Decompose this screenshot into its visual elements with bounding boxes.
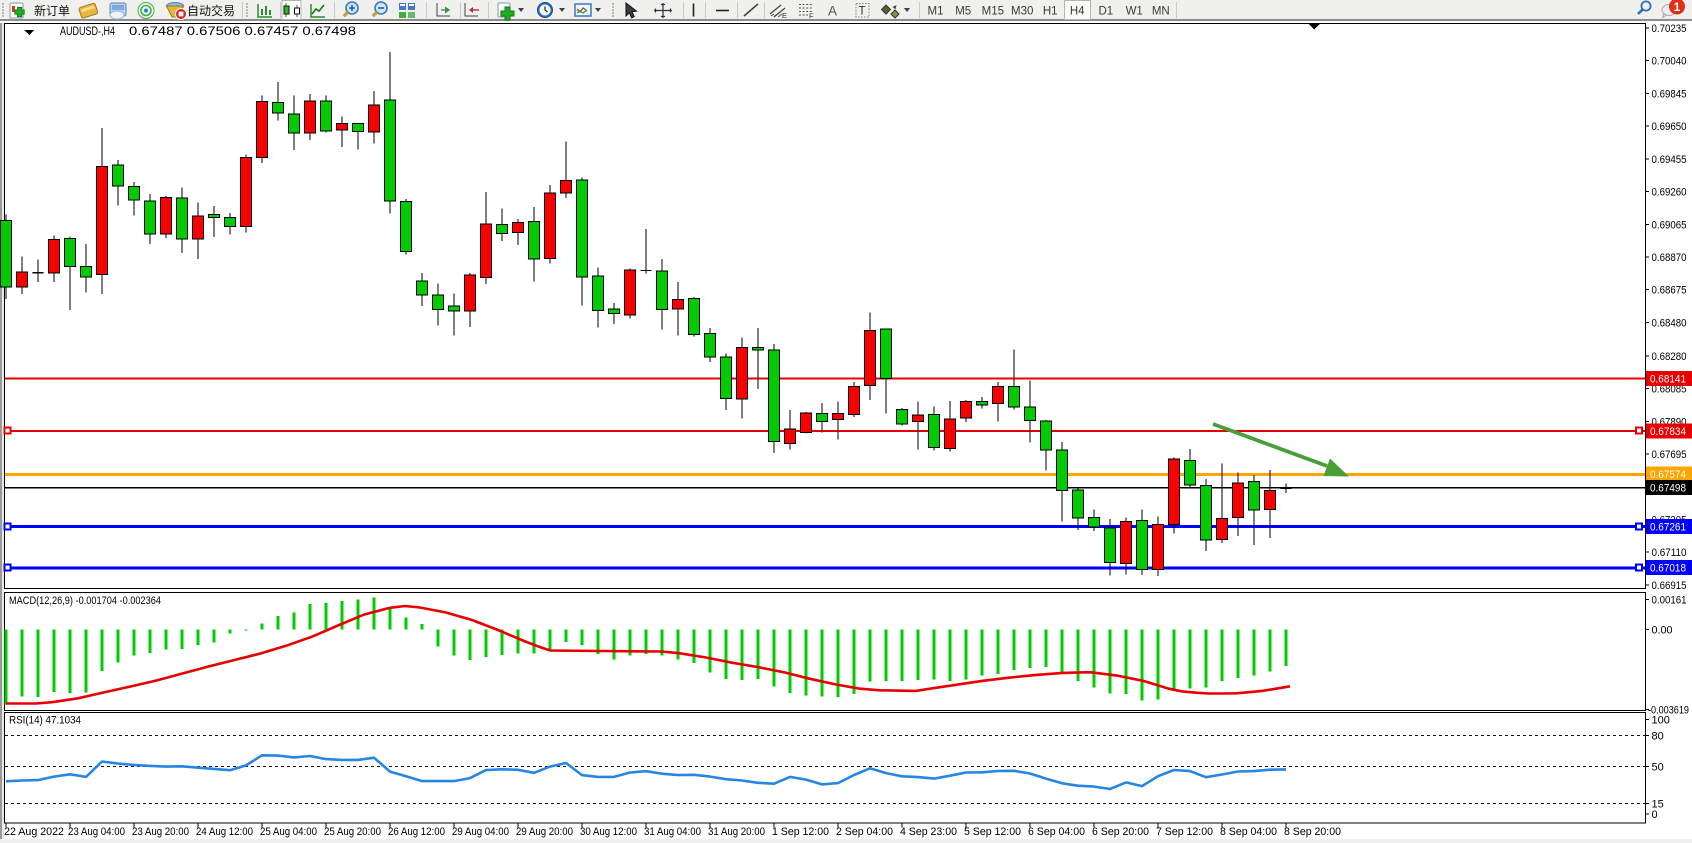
svg-text:A: A: [828, 4, 837, 19]
svg-text:5 Sep 12:00: 5 Sep 12:00: [964, 826, 1021, 838]
svg-text:D1: D1: [1098, 6, 1113, 18]
svg-text:-0.003619: -0.003619: [1648, 705, 1689, 717]
svg-text:M5: M5: [955, 6, 971, 18]
svg-text:0.00: 0.00: [1652, 625, 1673, 637]
svg-text:RSI(14) 47.1034: RSI(14) 47.1034: [9, 715, 81, 727]
svg-text:0.69455: 0.69455: [1652, 154, 1687, 166]
svg-text:24 Aug 12:00: 24 Aug 12:00: [196, 826, 253, 838]
svg-text:25 Aug 20:00: 25 Aug 20:00: [324, 826, 381, 838]
svg-text:T: T: [859, 6, 866, 18]
svg-text:15: 15: [1652, 798, 1664, 810]
svg-text:0.69845: 0.69845: [1652, 88, 1687, 100]
svg-text:7 Sep 12:00: 7 Sep 12:00: [1156, 826, 1213, 838]
svg-text:M1: M1: [928, 6, 944, 18]
svg-text:23 Aug 04:00: 23 Aug 04:00: [68, 826, 125, 838]
svg-text:26 Aug 12:00: 26 Aug 12:00: [388, 826, 445, 838]
svg-text:1: 1: [1674, 0, 1681, 14]
svg-text:0.00161: 0.00161: [1652, 595, 1687, 607]
svg-text:0.67834: 0.67834: [1650, 426, 1686, 438]
svg-text:0.70040: 0.70040: [1652, 56, 1687, 68]
svg-text:MN: MN: [1152, 6, 1170, 18]
svg-text:50: 50: [1652, 762, 1664, 774]
svg-text:1 Sep 12:00: 1 Sep 12:00: [772, 826, 829, 838]
svg-text:0.68085: 0.68085: [1652, 384, 1687, 396]
svg-text:6 Sep 20:00: 6 Sep 20:00: [1092, 826, 1149, 838]
svg-text:0.66915: 0.66915: [1652, 580, 1687, 592]
svg-text:AUDUSD-,H4: AUDUSD-,H4: [60, 24, 115, 38]
svg-text:0.68675: 0.68675: [1652, 285, 1687, 297]
svg-text:100: 100: [1652, 715, 1670, 727]
svg-text:0.67695: 0.67695: [1652, 449, 1687, 461]
svg-text:M30: M30: [1011, 6, 1033, 18]
svg-text:E: E: [782, 11, 787, 20]
svg-text:0.68280: 0.68280: [1652, 351, 1687, 363]
svg-text:2 Sep 04:00: 2 Sep 04:00: [836, 826, 893, 838]
svg-text:0: 0: [1652, 809, 1658, 821]
svg-text:W1: W1: [1126, 6, 1143, 18]
svg-text:0.67487 0.67506 0.67457 0.6749: 0.67487 0.67506 0.67457 0.67498: [129, 24, 356, 38]
svg-text:0.67574: 0.67574: [1650, 469, 1686, 481]
svg-text:22 Aug 2022: 22 Aug 2022: [4, 826, 64, 838]
svg-text:0.69260: 0.69260: [1652, 187, 1687, 199]
svg-text:80: 80: [1652, 730, 1664, 742]
svg-text:0.67110: 0.67110: [1652, 547, 1687, 559]
svg-text:0.67498: 0.67498: [1650, 483, 1686, 495]
svg-text:8 Sep 04:00: 8 Sep 04:00: [1220, 826, 1277, 838]
svg-text:31 Aug 04:00: 31 Aug 04:00: [644, 826, 701, 838]
svg-text:0.70235: 0.70235: [1652, 23, 1687, 35]
svg-text:0.68870: 0.68870: [1652, 252, 1687, 264]
svg-text:0.69065: 0.69065: [1652, 219, 1687, 231]
svg-text:F: F: [809, 12, 814, 21]
svg-text:MACD(12,26,9) -0.001704 -0.002: MACD(12,26,9) -0.001704 -0.002364: [9, 595, 161, 607]
svg-text:M15: M15: [982, 6, 1004, 18]
svg-text:30 Aug 12:00: 30 Aug 12:00: [580, 826, 637, 838]
svg-text:25 Aug 04:00: 25 Aug 04:00: [260, 826, 317, 838]
svg-text:29 Aug 04:00: 29 Aug 04:00: [452, 826, 509, 838]
svg-text:新订单: 新订单: [34, 3, 70, 18]
svg-text:8 Sep 20:00: 8 Sep 20:00: [1284, 826, 1341, 838]
svg-text:0.68480: 0.68480: [1652, 317, 1687, 329]
svg-text:29 Aug 20:00: 29 Aug 20:00: [516, 826, 573, 838]
svg-text:4 Sep 23:00: 4 Sep 23:00: [900, 826, 957, 838]
svg-text:0.67018: 0.67018: [1650, 563, 1686, 575]
svg-text:H4: H4: [1070, 6, 1085, 18]
svg-text:6 Sep 04:00: 6 Sep 04:00: [1028, 826, 1085, 838]
svg-text:0.69650: 0.69650: [1652, 121, 1687, 133]
svg-text:23 Aug 20:00: 23 Aug 20:00: [132, 826, 189, 838]
svg-text:H1: H1: [1043, 6, 1058, 18]
svg-text:0.67261: 0.67261: [1650, 522, 1686, 534]
svg-text:31 Aug 20:00: 31 Aug 20:00: [708, 826, 765, 838]
svg-text:自动交易: 自动交易: [187, 3, 235, 18]
svg-text:0.68141: 0.68141: [1650, 374, 1686, 386]
